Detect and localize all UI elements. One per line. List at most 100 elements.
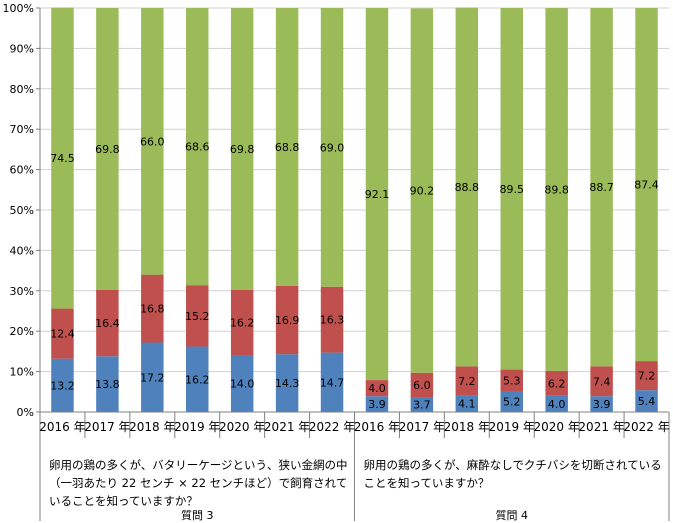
- x-category-label: 2020 年: [533, 420, 579, 434]
- data-label: 16.2: [185, 373, 210, 386]
- data-label: 89.8: [544, 183, 569, 196]
- data-label: 14.0: [230, 378, 255, 391]
- data-label: 3.7: [413, 399, 431, 412]
- bar-segment: [635, 390, 658, 412]
- x-category-label: 2016 年: [39, 420, 85, 434]
- data-label: 4.1: [458, 398, 476, 411]
- question-text-line: 卵用の鶏の多くが、麻酔なしでクチバシを切断されている: [364, 458, 662, 472]
- y-tick-label: 70%: [10, 123, 34, 136]
- x-category-label: 2019 年: [174, 420, 220, 434]
- bar-segment: [410, 397, 434, 412]
- group-label: 質問 3: [181, 508, 214, 522]
- y-tick-label: 10%: [10, 366, 34, 379]
- data-label: 66.0: [140, 135, 165, 148]
- bar-segment: [500, 8, 523, 370]
- y-axis-ticks: 0% 10% 20% 30% 40% 50% 60% 70% 80% 90% 100%: [3, 2, 34, 419]
- y-tick-label: 60%: [10, 164, 34, 177]
- data-label: 4.0: [548, 398, 566, 411]
- data-label: 87.4: [634, 179, 659, 192]
- data-label: 5.3: [503, 374, 521, 387]
- bar-segment: [545, 8, 568, 371]
- y-tick-label: 50%: [10, 204, 34, 217]
- data-label: 90.2: [410, 185, 435, 198]
- x-category-label: 2017 年: [84, 420, 130, 434]
- bar-segment: [410, 8, 434, 373]
- bar-segment: [635, 8, 658, 362]
- bar-segment: [365, 8, 389, 381]
- data-label: 5.2: [503, 395, 521, 408]
- x-category-label: 2020 年: [219, 420, 265, 434]
- y-tick-label: 80%: [10, 83, 34, 96]
- data-label: 4.0: [368, 382, 386, 395]
- bar-segment: [141, 8, 164, 275]
- y-tick-label: 30%: [10, 285, 34, 298]
- data-label: 69.8: [95, 143, 120, 156]
- data-label: 16.2: [230, 317, 255, 330]
- bar-segment: [51, 7, 74, 309]
- y-tick-label: 20%: [10, 325, 34, 338]
- bar-segment: [230, 8, 254, 290]
- data-label: 12.4: [50, 328, 75, 341]
- data-label: 13.2: [50, 379, 75, 392]
- data-label: 5.4: [638, 395, 656, 408]
- bar-segment: [635, 361, 658, 391]
- data-label: 6.0: [413, 379, 431, 392]
- data-label: 17.2: [140, 371, 165, 384]
- bar-segment: [410, 372, 434, 398]
- bar-segment: [51, 308, 74, 359]
- bar-segment: [500, 390, 523, 412]
- data-label: 88.7: [589, 181, 614, 194]
- x-category-label: 2021 年: [264, 420, 310, 434]
- bar-segment: [96, 289, 119, 357]
- bar-segment: [365, 396, 389, 412]
- bar-segment: [455, 7, 479, 367]
- y-tick-label: 100%: [3, 2, 34, 15]
- question-texts: 卵用の鶏の多くが、バタリーケージという、狭い金網の中 （一羽あたり 22 センチ …: [49, 458, 662, 522]
- data-label: 89.5: [500, 183, 525, 196]
- data-label: 3.9: [368, 398, 386, 411]
- bar-segment: [96, 8, 119, 290]
- bar-segment: [365, 380, 389, 397]
- data-label: 16.8: [140, 303, 165, 316]
- gridlines: [40, 7, 669, 413]
- bar-segment: [275, 354, 299, 412]
- data-label: 13.8: [95, 378, 120, 391]
- bar-segment: [186, 346, 209, 412]
- data-label: 16.9: [275, 314, 300, 327]
- x-category-label: 2018 年: [444, 420, 490, 434]
- y-tick-label: 40%: [10, 244, 34, 257]
- x-category-label: 2018 年: [129, 420, 175, 434]
- data-label: 69.0: [320, 141, 345, 154]
- y-tick-label: 0%: [17, 406, 34, 419]
- bar-segment: [230, 355, 254, 412]
- data-label: 16.3: [320, 314, 345, 327]
- bar-segment: [590, 366, 613, 397]
- bar-segment: [186, 285, 209, 347]
- bar-segment: [545, 370, 568, 396]
- bar-segment: [51, 358, 74, 412]
- data-label: 7.2: [638, 370, 656, 383]
- bar-segment: [275, 285, 299, 355]
- bar-segment: [230, 289, 254, 356]
- axes: [36, 7, 670, 521]
- data-label: 16.4: [95, 317, 120, 330]
- bar-segment: [545, 395, 568, 412]
- bar-segment: [96, 356, 119, 412]
- y-tick-label: 90%: [10, 42, 34, 55]
- question-text-line: 卵用の鶏の多くが、バタリーケージという、狭い金網の中: [49, 458, 348, 472]
- data-label: 69.8: [230, 143, 255, 156]
- question-text-line: ことを知っていますか？: [364, 476, 490, 490]
- data-label: 6.2: [548, 377, 566, 390]
- data-label: 15.2: [185, 310, 210, 323]
- x-category-label: 2022 年: [309, 420, 355, 434]
- bar-segment: [590, 396, 613, 412]
- x-category-label: 2021 年: [578, 420, 624, 434]
- data-label: 7.2: [458, 375, 476, 388]
- bars: [51, 7, 658, 412]
- data-label: 68.6: [185, 141, 210, 154]
- data-label: 14.7: [320, 376, 345, 389]
- x-category-label: 2017 年: [399, 420, 445, 434]
- bar-segment: [500, 369, 523, 391]
